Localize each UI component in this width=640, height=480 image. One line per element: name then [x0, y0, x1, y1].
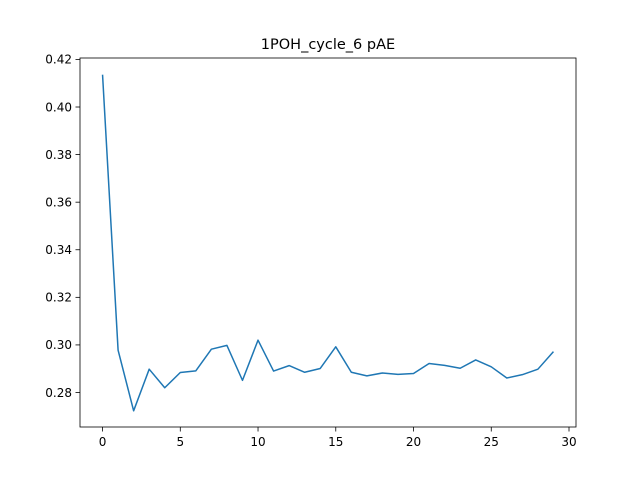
x-tick-label: 20 [406, 435, 421, 449]
y-tick-label: 0.30 [45, 338, 72, 352]
y-tick-label: 0.42 [45, 53, 72, 67]
x-tick-label: 5 [176, 435, 184, 449]
x-tick-label: 15 [328, 435, 343, 449]
y-tick-label: 0.38 [45, 148, 72, 162]
x-tick-label: 10 [250, 435, 265, 449]
x-tick-label: 0 [99, 435, 107, 449]
y-tick-label: 0.36 [45, 195, 72, 209]
plot-frame [79, 57, 577, 428]
y-tick-label: 0.34 [45, 243, 72, 257]
chart-title: 1POH_cycle_6 pAE [261, 37, 395, 53]
y-tick-label: 0.28 [45, 386, 72, 400]
y-tick-label: 0.40 [45, 100, 72, 114]
y-tick-label: 0.32 [45, 291, 72, 305]
x-tick-label: 25 [484, 435, 499, 449]
x-tick-label: 30 [561, 435, 576, 449]
series-line-0 [101, 74, 555, 412]
